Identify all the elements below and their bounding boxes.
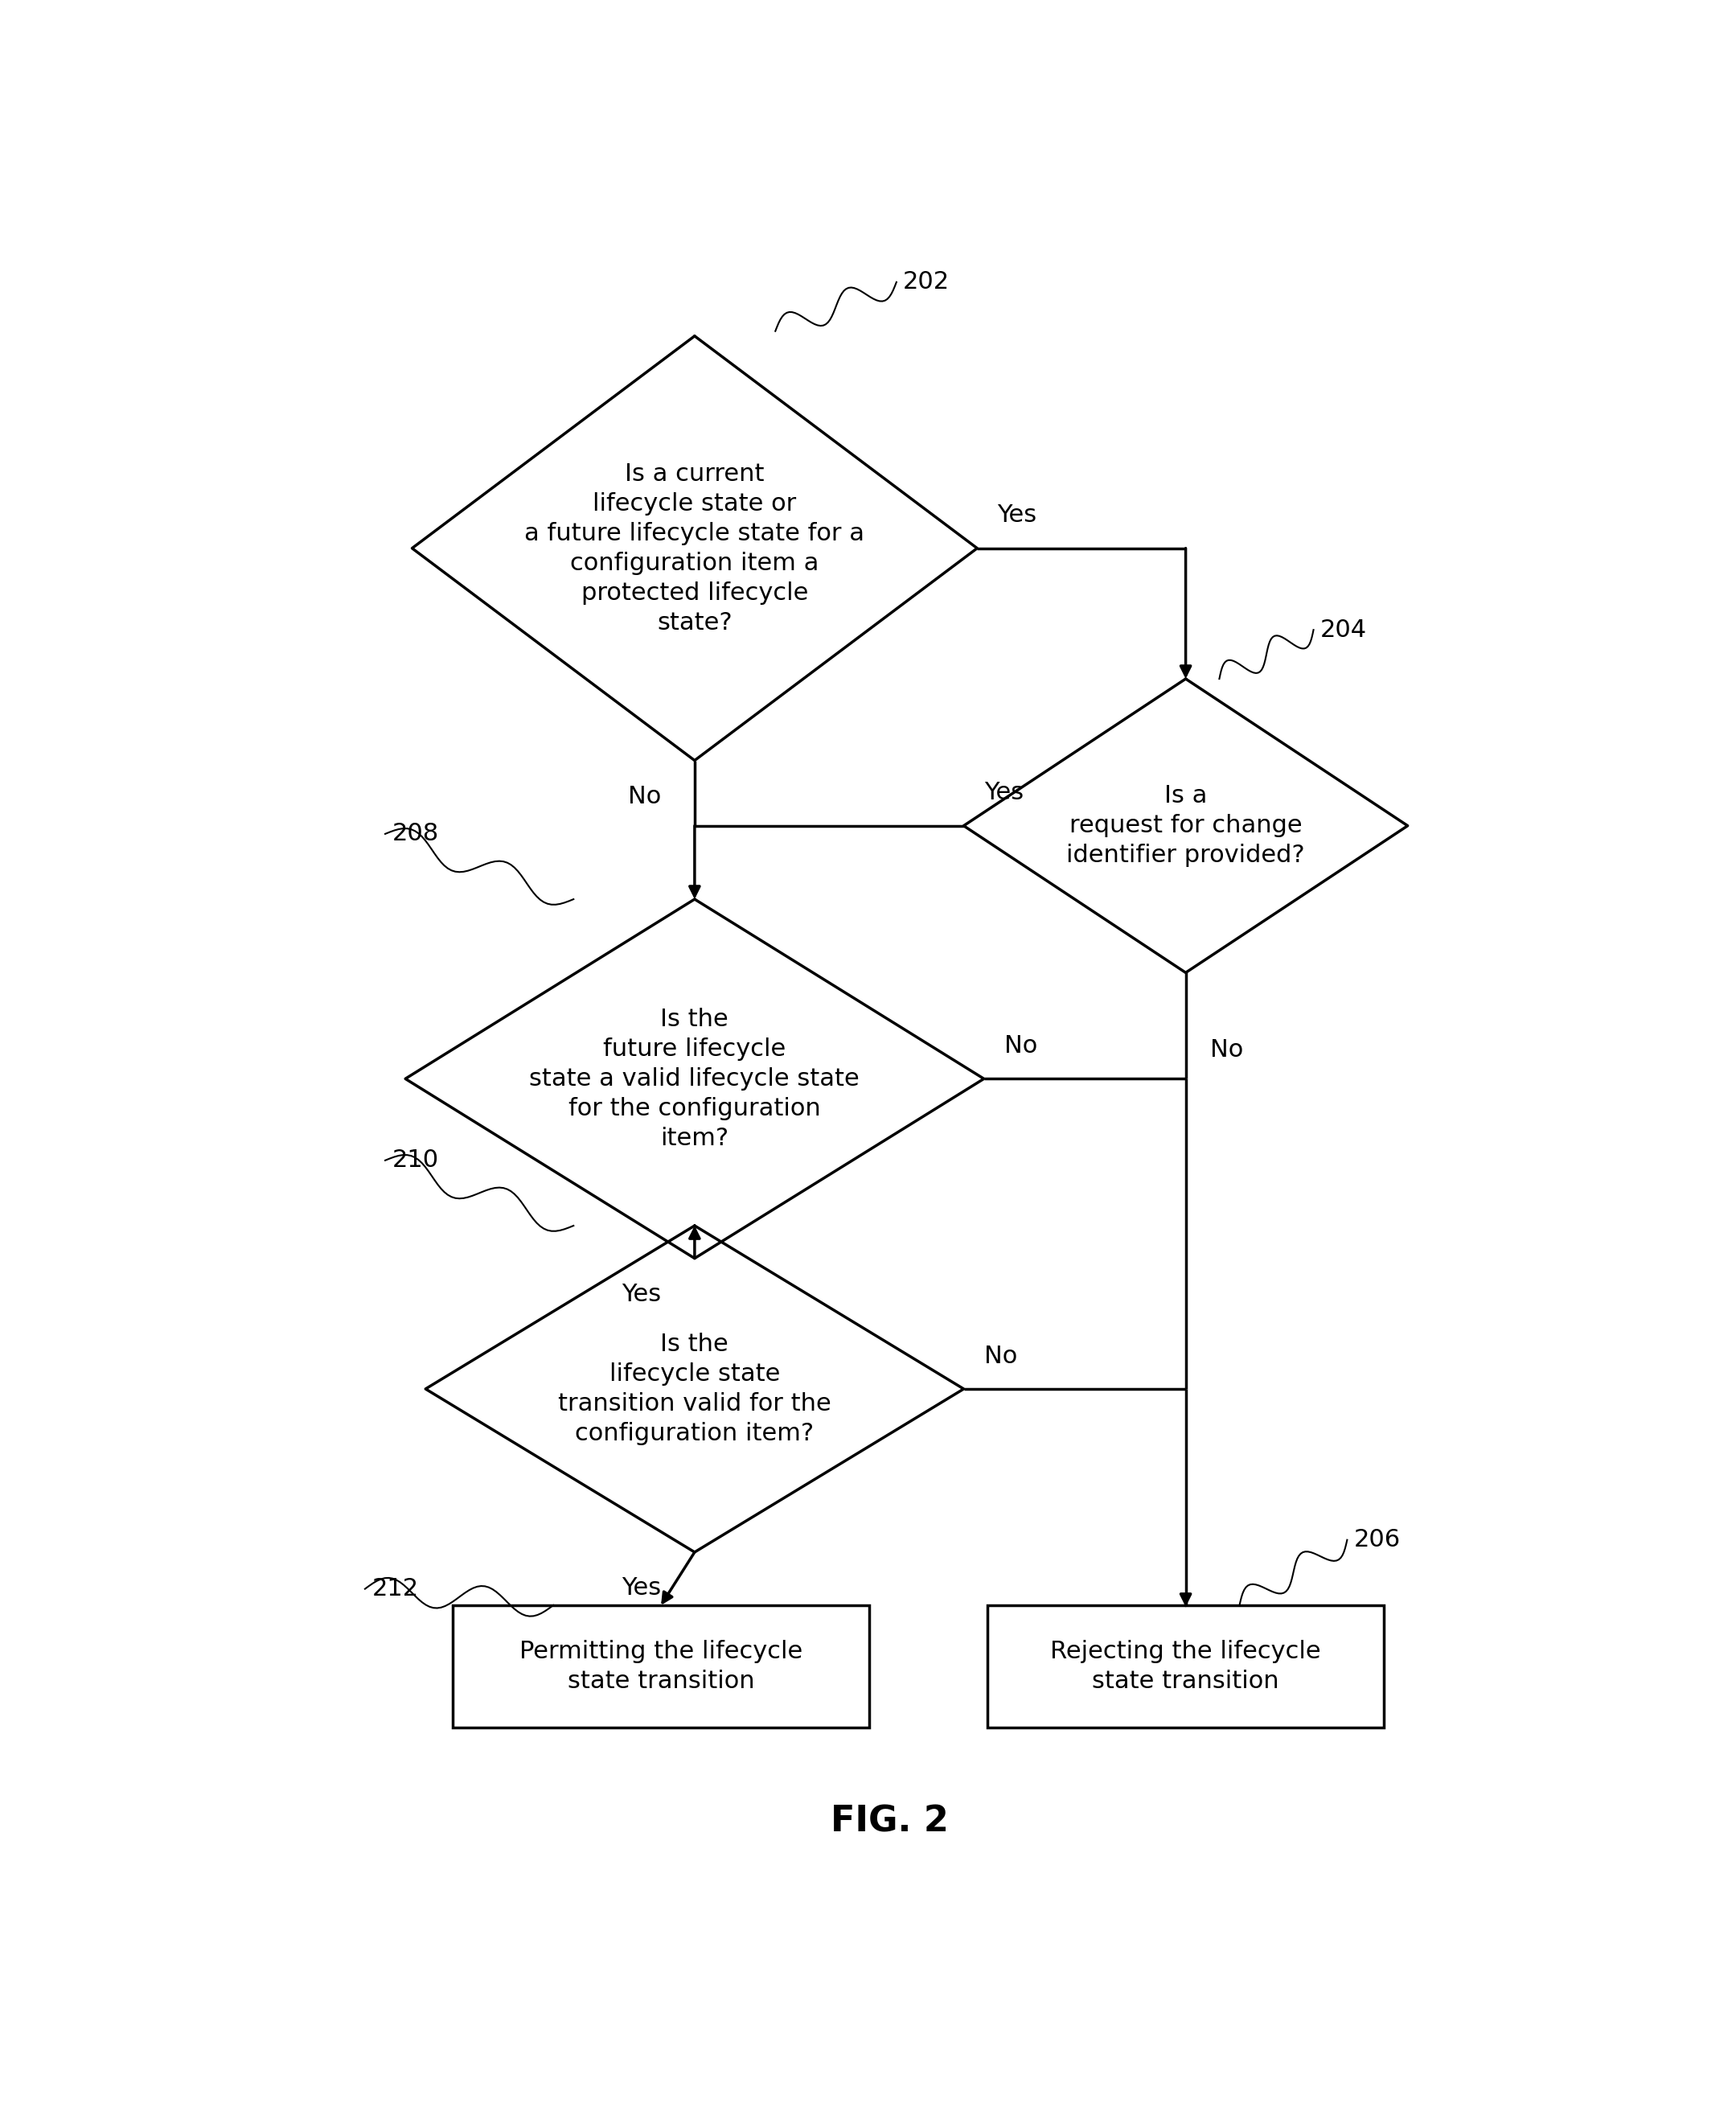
Bar [988, 1605, 1384, 1728]
Bar [453, 1605, 870, 1728]
Text: No: No [628, 784, 661, 808]
Text: Yes: Yes [996, 505, 1036, 528]
Text: FIG. 2: FIG. 2 [830, 1804, 950, 1838]
Text: 212: 212 [372, 1577, 418, 1601]
Polygon shape [425, 1225, 963, 1552]
Polygon shape [963, 678, 1408, 973]
Text: No: No [1003, 1035, 1036, 1058]
Text: Is a current
lifecycle state or
a future lifecycle state for a
configuration ite: Is a current lifecycle state or a future… [524, 462, 865, 634]
Text: Yes: Yes [984, 780, 1024, 803]
Text: No: No [984, 1344, 1017, 1367]
Text: Permitting the lifecycle
state transition: Permitting the lifecycle state transitio… [519, 1641, 802, 1694]
Text: 206: 206 [1354, 1529, 1401, 1552]
Polygon shape [404, 899, 984, 1259]
Text: Rejecting the lifecycle
state transition: Rejecting the lifecycle state transition [1050, 1641, 1321, 1694]
Text: Is a
request for change
identifier provided?: Is a request for change identifier provi… [1066, 784, 1305, 867]
Text: Is the
lifecycle state
transition valid for the
configuration item?: Is the lifecycle state transition valid … [557, 1333, 832, 1446]
Text: 210: 210 [392, 1149, 439, 1172]
Text: No: No [1210, 1039, 1243, 1062]
Text: Is the
future lifecycle
state a valid lifecycle state
for the configuration
item: Is the future lifecycle state a valid li… [529, 1007, 859, 1149]
Text: 202: 202 [903, 271, 950, 295]
Text: Yes: Yes [621, 1283, 661, 1306]
Polygon shape [411, 337, 977, 761]
Text: Yes: Yes [621, 1577, 661, 1601]
Text: 204: 204 [1319, 619, 1366, 642]
Text: 208: 208 [392, 823, 439, 846]
